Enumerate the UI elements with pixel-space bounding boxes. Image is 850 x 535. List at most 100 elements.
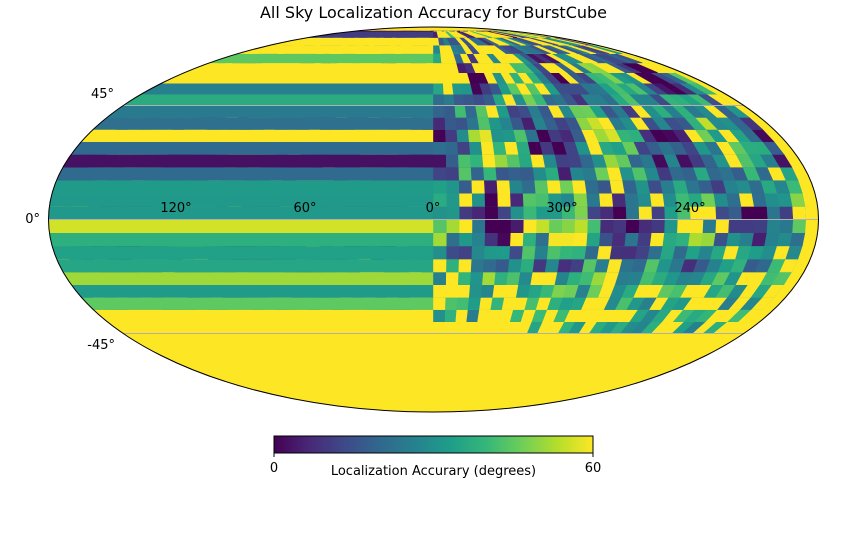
heatmap-pixel [509, 232, 524, 247]
heatmap-pixel [727, 219, 742, 233]
heatmap-pixel [481, 271, 496, 286]
heatmap-pixel [598, 192, 614, 207]
heatmap-pixel [522, 219, 537, 233]
heatmap-pixel [458, 219, 473, 233]
heatmap-pixel [636, 192, 652, 207]
heatmap-pixel [433, 296, 446, 310]
colorbar: 0 60 Localization Accurary (degrees) [270, 435, 602, 479]
colorbar-label: Localization Accurary (degrees) [331, 464, 536, 479]
lat-tick-label-0: 45° [91, 87, 114, 102]
heatmap-pixel [778, 219, 794, 233]
heatmap-pixel [444, 141, 459, 155]
heatmap-pixel [433, 271, 447, 286]
heatmap-pixel [598, 232, 614, 247]
heatmap-pixel [522, 192, 537, 207]
heatmap-pixel [556, 258, 573, 273]
heatmap-pixel [535, 219, 550, 233]
heatmap-pixel [470, 179, 485, 194]
heatmap-pixel [725, 192, 742, 207]
heatmap-pixel [766, 206, 781, 220]
heatmap-pixel [476, 117, 491, 130]
heatmap-pixel [433, 258, 447, 273]
heatmap-pixel [491, 141, 507, 155]
heatmap-pixel [497, 206, 511, 220]
heatmap-pixel [433, 333, 445, 346]
heatmap-pixel [676, 219, 691, 233]
heatmap-pixel [433, 82, 444, 95]
heatmap-pixel [778, 206, 794, 220]
heatmap-pixel [433, 37, 440, 46]
chart-title: All Sky Localization Accuracy for BurstC… [260, 3, 607, 22]
heatmap-pixel [714, 206, 730, 220]
heatmap-pixel [452, 333, 465, 346]
heatmap-pixel [444, 129, 458, 142]
heatmap-pixel [433, 393, 440, 402]
heatmap-pixel [750, 192, 767, 207]
heatmap-pixel [451, 82, 464, 95]
heatmap-pixel [442, 344, 454, 357]
lat-tick-label-1: 0° [25, 212, 40, 227]
heatmap-pixel [468, 284, 483, 298]
heatmap-pixel [503, 141, 519, 155]
heatmap-pixel [441, 72, 452, 84]
heatmap-pixel [663, 219, 678, 233]
heatmap-pixel [445, 166, 459, 181]
heatmap-pixel [455, 129, 470, 142]
heatmap-pixel [469, 271, 484, 286]
heatmap-pixel [766, 219, 781, 233]
heatmap-pixel [753, 219, 768, 233]
heatmap-pixel [465, 117, 480, 130]
heatmap-pixel [451, 344, 464, 357]
heatmap-pixel [454, 117, 468, 130]
heatmap-pixel [522, 232, 537, 247]
heatmap-pixel [493, 154, 508, 168]
heatmap-pixel [444, 284, 459, 298]
heatmap-pixel [596, 179, 612, 194]
heatmap-pixel [457, 271, 471, 286]
heatmap-pixel [558, 179, 574, 194]
heatmap-pixel [456, 284, 471, 298]
heatmap-pixel [623, 232, 639, 247]
heatmap-pixel [468, 141, 483, 155]
heatmap-pixel [571, 179, 587, 194]
heatmap-pixel [517, 271, 533, 286]
heatmap-pixel [455, 296, 470, 310]
heatmap-pixel [531, 166, 547, 181]
lon-tick-label-4: 240° [674, 201, 705, 216]
heatmap-pixel [464, 105, 478, 118]
heatmap-pixel [702, 219, 717, 233]
colorbar-tick-label-max: 60 [585, 461, 602, 476]
heatmap-pixel [445, 192, 460, 207]
heatmap-pixel [497, 219, 511, 233]
heatmap-pixel [519, 166, 535, 181]
heatmap-pixel [561, 219, 576, 233]
heatmap-pixel [433, 166, 447, 181]
lon-tick-label-1: 60° [293, 201, 316, 216]
heatmap-pixel [458, 206, 473, 220]
heatmap-pixel [471, 232, 486, 247]
heatmap-pixel [544, 258, 560, 273]
heatmap-pixel [467, 296, 481, 310]
heatmap-pixel [599, 206, 614, 220]
heatmap-pixel [599, 219, 614, 233]
heatmap-pixel [573, 219, 588, 233]
heatmap-pixel [433, 53, 442, 64]
heatmap-pixel [489, 296, 505, 310]
heatmap-pixel [444, 309, 457, 323]
heatmap-pixel [471, 206, 486, 220]
heatmap-pixel [548, 219, 563, 233]
heatmap-pixel [609, 179, 625, 194]
heatmap-pixel [507, 166, 522, 181]
heatmap-pixel [571, 245, 587, 260]
heatmap-pixel [558, 245, 574, 260]
heatmap-pixel [440, 365, 451, 377]
heatmap-pixel [529, 271, 545, 286]
heatmap-pixel [531, 258, 547, 273]
heatmap-pixel [458, 179, 472, 194]
heatmap-pixel [433, 129, 446, 142]
heatmap-pixel [433, 105, 445, 118]
heatmap-pixel [494, 258, 510, 273]
heatmap-pixel [738, 192, 754, 207]
heatmap-pixel [750, 232, 767, 247]
heatmap-pixel [433, 93, 445, 106]
